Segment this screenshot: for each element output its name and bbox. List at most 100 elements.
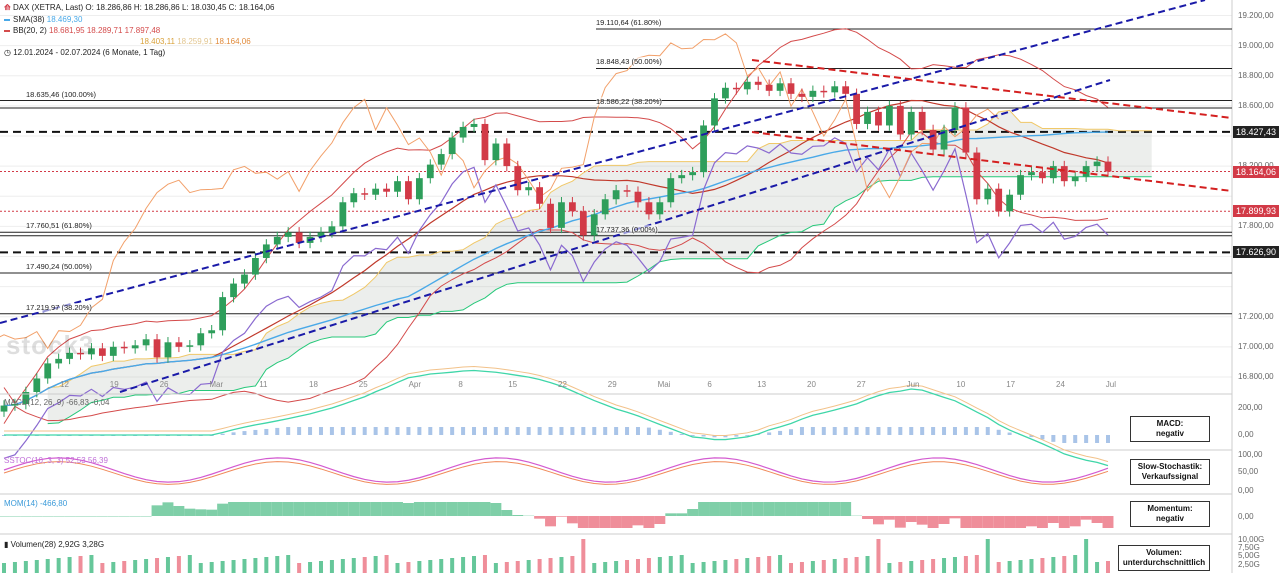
- candle-body: [88, 348, 95, 355]
- volume-bar: [625, 560, 630, 573]
- volume-bar: [406, 562, 411, 573]
- volume-bar: [209, 562, 214, 573]
- momentum-bar: [545, 516, 556, 527]
- candle-body: [66, 352, 73, 359]
- momentum-bar: [413, 502, 425, 516]
- momentum-bar: [75, 516, 86, 517]
- momentum-bar: [479, 502, 491, 516]
- grid: [0, 0, 1233, 573]
- price-tick: 19.000,00: [1238, 40, 1274, 50]
- sma-legend[interactable]: SMA(38) 18.469,30: [4, 15, 82, 25]
- macd-values: -66,83 -0,04: [66, 398, 110, 407]
- momentum-bar: [129, 516, 141, 517]
- macd-bar: [1084, 435, 1089, 443]
- macd-bar: [931, 427, 936, 435]
- macd-bar: [220, 433, 225, 435]
- candle-body: [907, 111, 915, 135]
- volume-bar: [570, 556, 575, 573]
- stoch-axis-tick: 50,00: [1238, 467, 1259, 476]
- candle-body: [361, 193, 369, 195]
- candle-body: [339, 202, 347, 227]
- vol-legend[interactable]: ▮ Volumen(28) 2,92G 3,28G: [4, 540, 104, 550]
- candle-body: [197, 333, 205, 346]
- volume-bar: [603, 562, 608, 573]
- macd-bar: [318, 427, 323, 435]
- macd-bar: [756, 434, 761, 435]
- volume-bar: [909, 561, 914, 573]
- macd-bar: [384, 427, 389, 435]
- volume-bar: [996, 562, 1001, 573]
- momentum-bar: [534, 516, 546, 519]
- momentum-bar: [719, 502, 731, 516]
- macd-bar: [745, 435, 750, 436]
- macd-bar: [275, 427, 280, 435]
- momentum-bar: [118, 516, 130, 517]
- bb-legend[interactable]: BB(20, 2) 18.681,95 18.289,71 17.897,48: [4, 26, 160, 36]
- cloud-area: [47, 110, 1152, 424]
- momentum-bar: [1047, 516, 1059, 523]
- volume-bar: [122, 561, 127, 573]
- stoch-legend[interactable]: SSTOC(10, 3, 3) 52,53 56,39: [4, 456, 108, 466]
- macd-bar: [297, 427, 302, 435]
- momentum-bar: [862, 516, 873, 519]
- candle-body: [678, 175, 686, 179]
- momentum-bar: [1004, 516, 1016, 528]
- instrument-title[interactable]: DAX (XETRA, Last): [12, 3, 84, 12]
- volume-bar: [395, 563, 400, 573]
- momentum-bar: [807, 502, 819, 516]
- macd-bar: [592, 427, 597, 435]
- volume-bar: [155, 558, 160, 573]
- volume-bar: [646, 558, 651, 573]
- candle-body: [885, 105, 893, 126]
- macd-bar: [493, 427, 498, 435]
- price-tick: 17.000,00: [1238, 341, 1274, 351]
- upper-channel-line: [0, 0, 1206, 324]
- mom-values: -466,80: [40, 499, 68, 508]
- candle-body: [590, 214, 598, 236]
- fib-label: 17.737,36 (0.00%): [596, 224, 658, 234]
- candle-body: [820, 90, 828, 93]
- candle-body: [109, 346, 117, 356]
- momentum-bar: [140, 516, 152, 517]
- sma-value: 18.469,30: [46, 15, 83, 24]
- volume-bar: [745, 558, 750, 573]
- momentum-bar: [195, 509, 207, 516]
- mom-legend[interactable]: MOM(14) -466,80: [4, 499, 67, 509]
- candle-body: [612, 190, 620, 200]
- volume-bar: [45, 559, 50, 573]
- macd-bar: [810, 427, 815, 435]
- macd-bar: [308, 427, 313, 435]
- candle-body: [634, 191, 642, 203]
- candle-body: [273, 236, 281, 245]
- candle-body: [776, 83, 784, 91]
- time-tick: Jul: [1105, 380, 1117, 389]
- candle-body: [656, 202, 664, 215]
- volume-bar: [165, 557, 170, 573]
- macd-bar: [952, 427, 957, 435]
- momentum-bar: [1015, 516, 1027, 528]
- momentum-bar: [610, 516, 622, 528]
- momentum-bar: [971, 516, 983, 528]
- macd-bar: [362, 427, 367, 435]
- momentum-bar: [359, 502, 371, 516]
- momentum-bar: [621, 516, 633, 528]
- macd-bar: [253, 429, 258, 435]
- momentum-bar: [107, 516, 119, 517]
- date-range[interactable]: ◷ 12.01.2024 - 02.07.2024 (6 Monate, 1 T…: [4, 48, 165, 58]
- momentum-bar: [894, 516, 906, 528]
- volume-bar: [756, 557, 761, 573]
- lower-channel-line: [119, 79, 1111, 393]
- momentum-bar: [1102, 516, 1114, 528]
- momentum-bar: [698, 502, 710, 516]
- volume-bar: [362, 557, 367, 573]
- candle-body: [896, 105, 904, 135]
- momentum-bar: [239, 502, 250, 516]
- macd-bar: [657, 429, 662, 435]
- macd-bar: [395, 427, 400, 435]
- volume-bar: [778, 555, 783, 573]
- macd-bar: [821, 427, 826, 435]
- momentum-bar: [151, 505, 163, 516]
- macd-legend[interactable]: MACD(12, 26, 9) -66,83 -0,04: [4, 398, 109, 408]
- volume-bar: [614, 561, 619, 573]
- candle-body: [984, 188, 992, 200]
